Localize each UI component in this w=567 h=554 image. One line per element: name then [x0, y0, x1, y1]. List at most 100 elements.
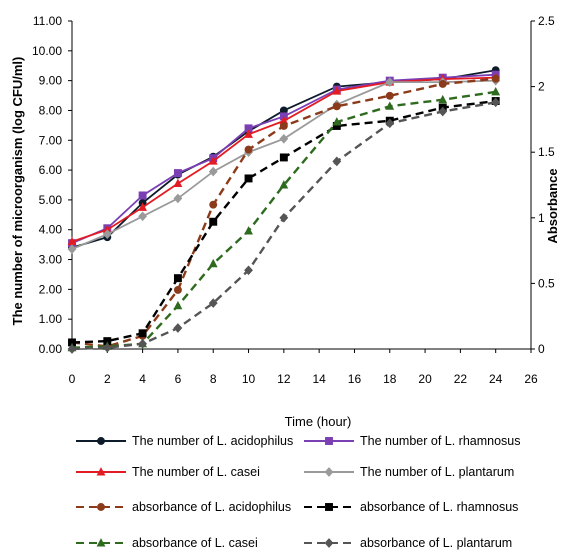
series-group	[67, 66, 501, 354]
data-point	[173, 286, 182, 294]
data-point	[244, 124, 253, 133]
data-point	[491, 97, 501, 108]
data-point	[67, 236, 77, 246]
legend-item: The number of L. casei	[76, 465, 260, 479]
data-point	[385, 118, 395, 129]
data-point	[279, 122, 288, 130]
data-point	[208, 156, 218, 165]
legend-label: absorbance of L. casei	[132, 536, 258, 550]
data-point	[173, 178, 183, 188]
x-tick-label: 2	[104, 372, 111, 386]
data-point	[438, 80, 447, 88]
legend: The number of L. acidophilus The number o…	[76, 434, 521, 550]
y-tick-label: 9.00	[39, 74, 63, 88]
data-point	[279, 116, 289, 125]
x-tick-label: 22	[454, 372, 468, 386]
data-point	[244, 129, 253, 138]
legend-item: The number of L. acidophilus	[76, 434, 293, 448]
data-point	[279, 212, 289, 223]
x-tick-label: 26	[524, 372, 538, 386]
x-tick-label: 10	[242, 372, 256, 386]
data-point	[332, 122, 341, 130]
legend-item: The number of L. rhamnosus	[304, 434, 521, 448]
legend-swatch-marker	[97, 503, 105, 511]
data-point	[102, 224, 112, 234]
legend-swatch-marker	[324, 538, 334, 548]
data-point	[438, 94, 448, 104]
legend-item: absorbance of L. plantarum	[304, 536, 512, 550]
legend-label: absorbance of L. acidophilus	[132, 500, 291, 514]
data-point	[208, 166, 218, 177]
y2-tick-label: 1	[538, 211, 545, 225]
data-point	[385, 91, 394, 100]
y-tick-label: 4.00	[39, 223, 63, 237]
y2-tick-label: 2	[538, 80, 545, 94]
data-point	[173, 193, 183, 204]
data-point	[244, 174, 253, 183]
y-tick-label: 6.00	[39, 163, 63, 177]
y-axis-title: The number of microorganism (log CFU/ml)	[10, 57, 25, 326]
data-point	[332, 117, 342, 126]
y-tick-label: 1.00	[39, 312, 63, 326]
data-point	[438, 106, 448, 117]
legend-item: The number of L. plantarum	[304, 465, 514, 479]
y2-tick-label: 0.5	[538, 276, 555, 290]
legend-swatch-marker	[96, 467, 106, 476]
x-tick-label: 0	[69, 372, 76, 386]
data-point	[279, 133, 289, 144]
y-tick-label: 0.00	[39, 342, 63, 356]
x-tick-label: 8	[210, 372, 217, 386]
data-point	[385, 101, 395, 110]
legend-label: The number of L. casei	[132, 465, 260, 479]
y-tick-label: 8.00	[39, 103, 63, 117]
legend-label: The number of L. acidophilus	[132, 434, 293, 448]
legend-swatch-marker	[97, 437, 105, 445]
legend-label: absorbance of L. rhamnosus	[360, 500, 518, 514]
data-point	[173, 300, 183, 310]
data-point	[332, 102, 341, 111]
data-point	[67, 244, 77, 254]
legend-item: absorbance of L. acidophilus	[76, 500, 291, 514]
data-point	[208, 258, 218, 268]
y2-tick-label: 1.5	[538, 145, 555, 159]
y-tick-label: 11.00	[33, 14, 62, 28]
legend-item: absorbance of L. rhamnosus	[304, 500, 518, 514]
data-point	[138, 211, 148, 222]
x-tick-label: 24	[489, 372, 503, 386]
x-tick-label: 4	[139, 372, 146, 386]
data-point	[209, 200, 218, 209]
x-tick-label: 6	[175, 372, 182, 386]
y2-tick-label: 2.5	[538, 14, 555, 28]
ticks-group: 0.00 1.00 2.00 3.00 4.00 5.00 6.00 7.00 8.00 9.00…	[32, 14, 555, 386]
series-line	[71, 79, 496, 250]
data-point	[332, 86, 342, 95]
data-point	[385, 77, 395, 87]
data-point	[68, 338, 76, 347]
data-point	[173, 274, 182, 283]
legend-swatch-marker	[325, 437, 333, 445]
x-tick-label: 20	[418, 372, 432, 386]
data-point	[173, 169, 182, 178]
data-point	[103, 337, 112, 346]
y-tick-label: 5.00	[39, 193, 63, 207]
data-point	[173, 323, 183, 333]
y-tick-label: 2.00	[39, 282, 63, 296]
data-point	[138, 191, 147, 200]
series-line	[71, 99, 496, 344]
data-point	[209, 217, 218, 226]
data-point	[138, 338, 148, 349]
legend-swatch-marker	[324, 467, 334, 477]
data-point	[208, 298, 218, 308]
x-tick-label: 12	[277, 372, 291, 386]
data-point	[332, 156, 342, 167]
data-point	[67, 344, 77, 354]
data-point	[244, 226, 253, 235]
x-tick-label: 14	[312, 372, 326, 386]
data-point	[244, 265, 253, 276]
data-point	[244, 145, 253, 154]
x-tick-label: 16	[348, 372, 362, 386]
series-7	[67, 97, 501, 354]
data-point	[102, 342, 112, 353]
legend-swatch-marker	[325, 503, 333, 511]
